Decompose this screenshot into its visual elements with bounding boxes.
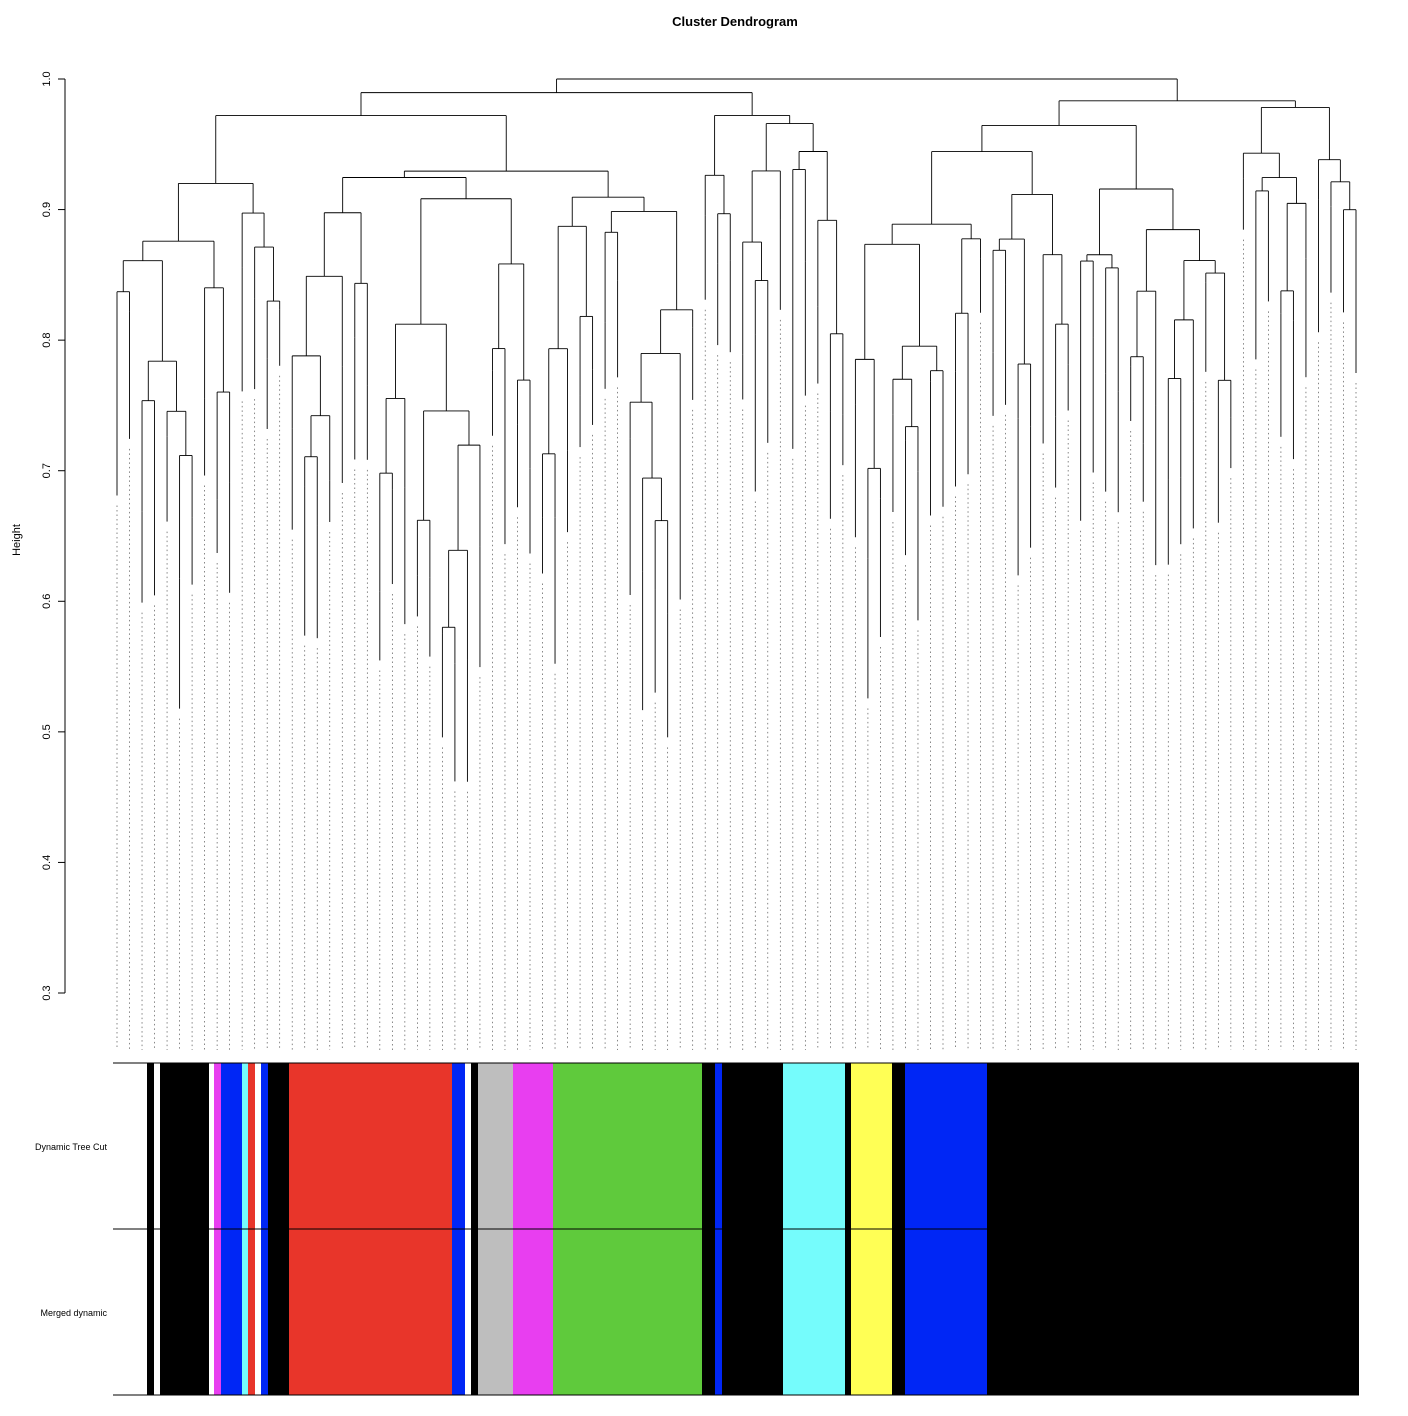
module-color-segment xyxy=(255,1063,261,1229)
module-color-segment xyxy=(248,1063,255,1229)
module-color-segment xyxy=(845,1229,851,1395)
module-color-segment xyxy=(465,1229,471,1395)
module-color-segment xyxy=(905,1063,987,1229)
module-color-segment xyxy=(209,1229,214,1395)
y-tick-label: 0.3 xyxy=(41,985,53,1000)
module-color-segment xyxy=(242,1229,248,1395)
color-row-labels: Dynamic Tree Cut Merged dynamic xyxy=(35,1142,108,1318)
module-color-segment xyxy=(851,1063,892,1229)
module-color-segment xyxy=(221,1229,242,1395)
module-color-segment xyxy=(248,1229,255,1395)
module-color-segment xyxy=(261,1063,268,1229)
module-color-segment xyxy=(471,1063,478,1229)
color-row-label: Dynamic Tree Cut xyxy=(35,1142,108,1152)
module-color-segment xyxy=(209,1063,214,1229)
module-color-segment xyxy=(553,1063,702,1229)
module-color-segment xyxy=(892,1063,905,1229)
y-tick-label: 0.9 xyxy=(41,202,53,217)
module-color-segment xyxy=(147,1229,154,1395)
dendrogram-tree xyxy=(116,78,1357,1050)
module-color-segment xyxy=(845,1063,851,1229)
module-color-segment xyxy=(715,1229,722,1395)
module-color-segment xyxy=(452,1063,465,1229)
module-color-segment xyxy=(465,1063,471,1229)
module-color-segment xyxy=(221,1063,242,1229)
module-color-segment xyxy=(154,1063,160,1229)
module-color-segment xyxy=(702,1063,715,1229)
y-tick-label: 1.0 xyxy=(41,71,53,86)
module-color-segment xyxy=(702,1229,715,1395)
module-color-segment xyxy=(851,1229,892,1395)
y-tick-label: 0.8 xyxy=(41,332,53,347)
chart-title: Cluster Dendrogram xyxy=(672,14,798,29)
module-color-segment xyxy=(268,1229,289,1395)
y-axis-label: Height xyxy=(11,524,23,556)
module-color-segment xyxy=(783,1229,845,1395)
module-color-segment xyxy=(478,1229,513,1395)
module-color-segment xyxy=(513,1063,553,1229)
y-tick-label: 0.5 xyxy=(41,724,53,739)
module-color-segment xyxy=(242,1063,248,1229)
module-color-segment xyxy=(160,1063,209,1229)
module-color-segment xyxy=(214,1063,221,1229)
y-tick-label: 0.7 xyxy=(41,463,53,478)
module-color-segment xyxy=(261,1229,268,1395)
module-color-segment xyxy=(147,1063,154,1229)
module-color-segment xyxy=(783,1063,845,1229)
module-color-segment xyxy=(255,1229,261,1395)
module-color-segment xyxy=(452,1229,465,1395)
y-axis: 0.3 0.4 0.5 0.6 0.7 0.8 0.9 1.0 xyxy=(41,71,66,1001)
module-color-segment xyxy=(987,1063,1359,1229)
module-color-segment xyxy=(553,1229,702,1395)
module-color-segment xyxy=(289,1229,452,1395)
y-tick-label: 0.6 xyxy=(41,594,53,609)
module-color-segment xyxy=(892,1229,905,1395)
module-color-segment xyxy=(715,1063,722,1229)
color-row-label: Merged dynamic xyxy=(40,1308,107,1318)
y-tick-label: 0.4 xyxy=(41,855,53,870)
module-color-segment xyxy=(214,1229,221,1395)
module-color-segment xyxy=(289,1063,452,1229)
module-color-segment xyxy=(905,1229,987,1395)
module-color-segment xyxy=(722,1063,783,1229)
module-color-segment xyxy=(113,1229,147,1395)
module-color-segment xyxy=(722,1229,783,1395)
module-color-segment xyxy=(471,1229,478,1395)
module-color-segment xyxy=(478,1063,513,1229)
module-color-bars xyxy=(113,1062,1359,1396)
module-color-segment xyxy=(113,1063,147,1229)
module-color-segment xyxy=(154,1229,160,1395)
module-color-segment xyxy=(987,1229,1359,1395)
module-color-segment xyxy=(268,1063,289,1229)
module-color-segment xyxy=(160,1229,209,1395)
module-color-segment xyxy=(513,1229,553,1395)
